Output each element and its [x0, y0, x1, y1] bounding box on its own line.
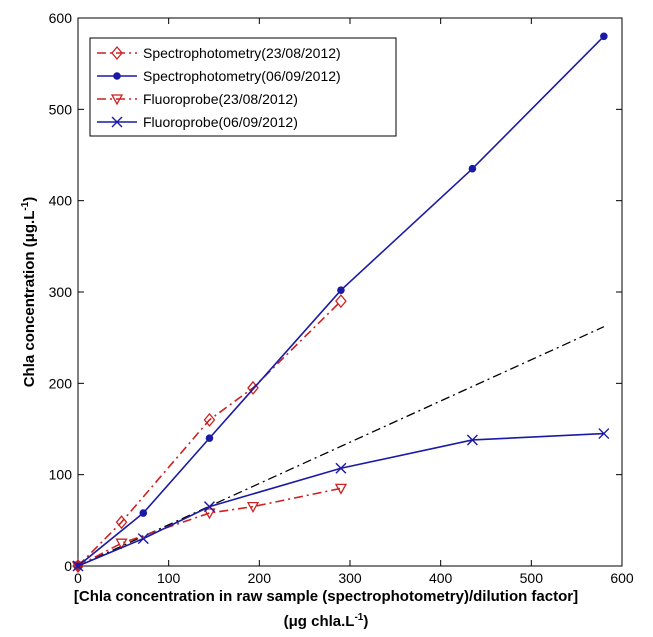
series-2-line — [77, 35, 605, 567]
series-4-point — [598, 428, 610, 440]
series-2-point — [337, 286, 345, 294]
legend-marker — [110, 94, 124, 106]
axis-ticks: 0 100 200 300 400 500 600 0 100 200 300 400 500 600 — [49, 10, 634, 586]
series-3-point — [115, 538, 128, 550]
legend-item-2: Spectrophotometry(06/09/2012) — [97, 68, 341, 84]
series-2-point — [468, 164, 477, 173]
series-1-line — [77, 300, 342, 567]
x-tick-label: 500 — [520, 570, 544, 586]
series-4 — [72, 428, 610, 572]
x-axis-label-line1: [Chla concentration in raw sample (spect… — [74, 588, 578, 605]
x-tick-label: 300 — [338, 570, 362, 586]
legend: Spectrophotometry(23/08/2012) Spectrophot… — [89, 37, 397, 137]
series-1-point — [203, 412, 216, 427]
x-tick-label: 0 — [74, 570, 82, 586]
legend-marker — [111, 45, 123, 61]
series-4-point — [137, 533, 149, 545]
series-2-point — [205, 434, 214, 442]
series-3-line — [77, 487, 342, 567]
series-4-point — [466, 434, 478, 446]
y-tick-label: 500 — [49, 101, 73, 117]
series-3-point — [334, 483, 348, 495]
series-4-point — [72, 560, 84, 572]
series-1-point — [335, 294, 347, 309]
x-tick-label: 600 — [610, 570, 634, 586]
reference-line — [77, 326, 605, 567]
legend-label: Fluoroprobe(23/08/2012) — [143, 91, 298, 107]
x-tick-label: 400 — [429, 570, 453, 586]
x-tick-label: 200 — [248, 570, 272, 586]
y-tick-label: 200 — [49, 375, 73, 391]
legend-box — [89, 37, 397, 137]
y-tick-label: 600 — [49, 10, 73, 26]
legend-marker — [113, 72, 121, 80]
series-3 — [71, 483, 348, 573]
legend-marker — [111, 116, 123, 128]
y-tick-label: 100 — [49, 467, 73, 483]
series-3-point — [246, 501, 260, 513]
y-tick-label: 400 — [49, 193, 73, 209]
series-3-point — [71, 561, 85, 573]
series-2-point — [600, 32, 608, 41]
series-3-point — [203, 508, 216, 520]
legend-item-1: Spectrophotometry(23/08/2012) — [97, 45, 341, 61]
legend-label: Spectrophotometry(23/08/2012) — [143, 45, 341, 61]
series-group — [71, 32, 610, 574]
y-tick-label: 0 — [64, 558, 72, 574]
legend-label: Fluoroprobe(06/09/2012) — [143, 114, 298, 130]
reference-line-group — [77, 326, 605, 567]
x-tick-label: 100 — [157, 570, 181, 586]
y-axis-label: Chla concentration (μg.L-1) — [20, 197, 38, 388]
series-4-line — [77, 432, 604, 567]
x-axis-label-line2: (μg chla.L-1) — [284, 612, 369, 630]
series-1-point — [115, 515, 128, 530]
series-4-point — [203, 501, 215, 513]
legend-item-4: Fluoroprobe(06/09/2012) — [97, 114, 298, 130]
series-2-point — [139, 509, 148, 517]
series-4-point — [335, 462, 347, 474]
legend-item-3: Fluoroprobe(23/08/2012) — [97, 91, 298, 107]
y-tick-label: 300 — [49, 284, 73, 300]
legend-label: Spectrophotometry(06/09/2012) — [143, 68, 341, 84]
